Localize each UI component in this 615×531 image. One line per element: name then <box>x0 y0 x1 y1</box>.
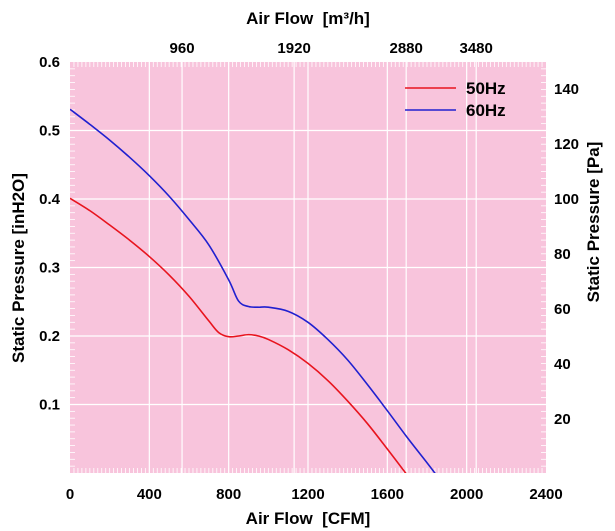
series-layer <box>70 108 436 473</box>
y-right-tick-label: 80 <box>554 246 571 263</box>
y-left-tick-label: 0.3 <box>39 260 60 277</box>
x-bottom-tick-label: 0 <box>66 486 74 503</box>
y-right-tick-label: 140 <box>554 81 579 98</box>
y-left-tick-label: 0.5 <box>39 123 60 140</box>
y-left-tick-label: 0.2 <box>39 328 60 345</box>
x-top-tick-label: 2880 <box>389 40 422 57</box>
x-bottom-tick-label: 1200 <box>291 486 324 503</box>
legend-label-50hz: 50Hz <box>466 79 506 98</box>
y-right-tick-label: 20 <box>554 411 571 428</box>
y-right-tick-label: 40 <box>554 356 571 373</box>
grid-lines <box>70 62 546 473</box>
y-right-tick-label: 120 <box>554 136 579 153</box>
x-top-axis-title: Air Flow [m³/h] <box>246 9 370 28</box>
y-right-tick-label: 100 <box>554 191 579 208</box>
x-top-tick-label: 960 <box>170 40 195 57</box>
left-tick-labels: 0.1 0.2 0.3 0.4 0.5 0.6 <box>39 54 61 414</box>
legend: 50Hz 60Hz <box>405 79 506 120</box>
x-bottom-axis-title: Air Flow [CFM] <box>246 509 371 528</box>
y-left-tick-label: 0.6 <box>39 54 60 71</box>
x-bottom-tick-label: 400 <box>137 486 162 503</box>
bottom-tick-labels: 0 400 800 1200 1600 2000 2400 <box>66 486 563 503</box>
y-left-tick-label: 0.1 <box>39 397 60 414</box>
right-tick-labels: 20 40 60 80 100 120 140 <box>554 81 579 428</box>
x-top-tick-label: 1920 <box>277 40 310 57</box>
legend-label-60hz: 60Hz <box>466 101 506 120</box>
x-top-tick-label: 3480 <box>459 40 492 57</box>
minor-ticks <box>70 62 546 473</box>
x-bottom-tick-label: 800 <box>216 486 241 503</box>
y-left-axis-title: Static Pressure [inH2O] <box>9 173 28 363</box>
top-tick-labels: 960 1920 2880 3480 <box>170 40 493 57</box>
x-bottom-tick-label: 1600 <box>371 486 404 503</box>
series-line-60hz <box>70 108 436 473</box>
y-left-tick-label: 0.4 <box>39 191 61 208</box>
x-bottom-tick-label: 2000 <box>450 486 483 503</box>
x-bottom-tick-label: 2400 <box>529 486 562 503</box>
y-right-tick-label: 60 <box>554 301 571 318</box>
y-right-axis-title: Static Pressure [Pa] <box>584 142 603 303</box>
series-line-50hz <box>70 197 407 473</box>
